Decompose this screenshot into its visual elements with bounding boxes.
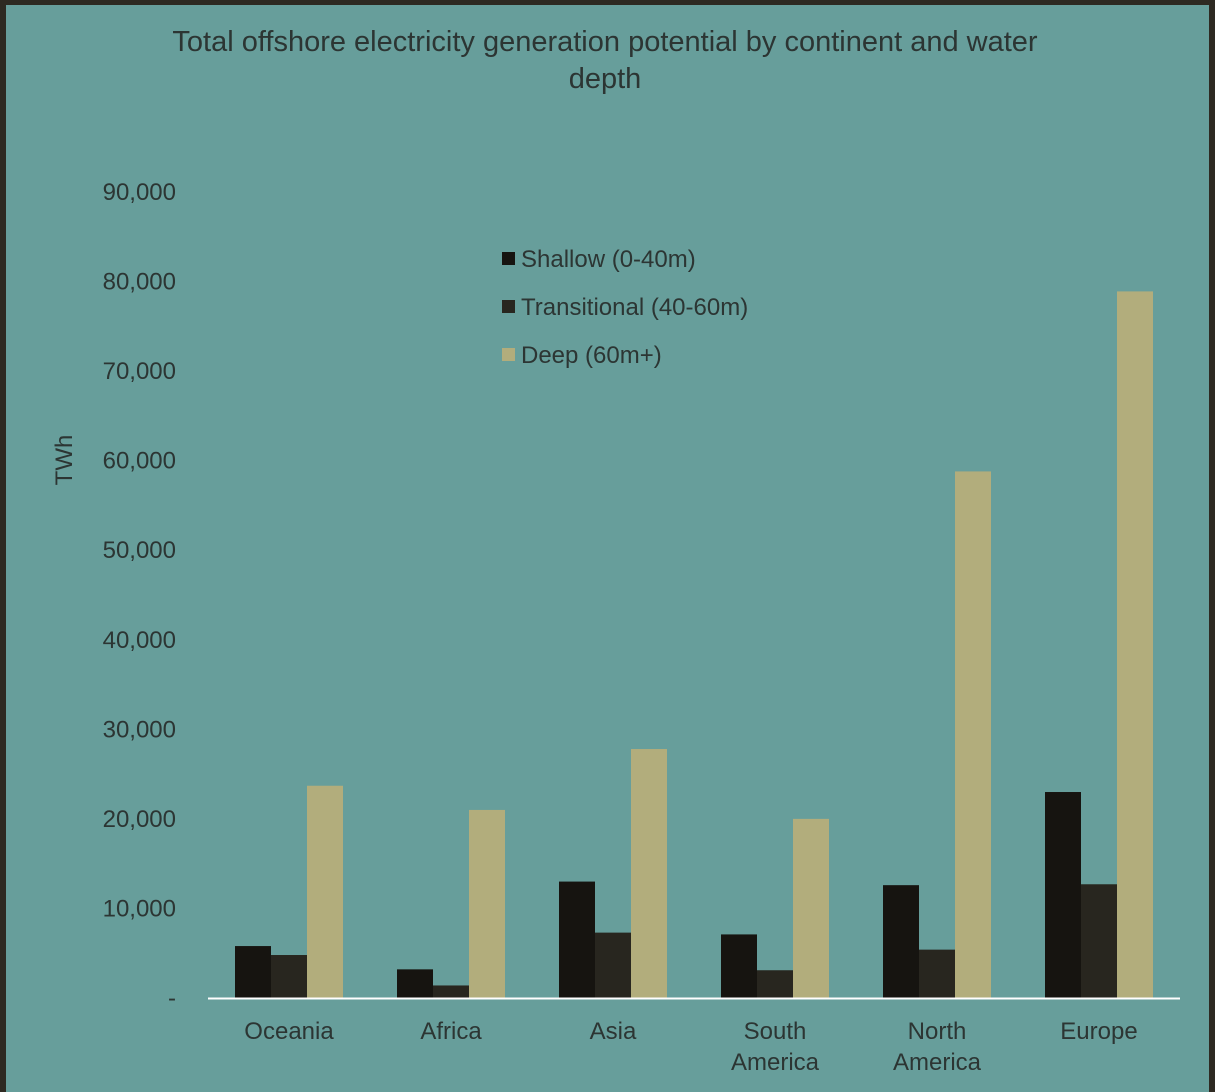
legend-swatch — [502, 348, 515, 361]
y-tick-label: - — [168, 985, 176, 1012]
y-tick-label: 80,000 — [103, 269, 176, 296]
bar-transitional — [433, 985, 469, 998]
bar-deep — [469, 809, 505, 998]
x-category-label: America — [893, 1049, 982, 1076]
y-tick-label: 10,000 — [103, 895, 176, 922]
bar-deep — [307, 785, 343, 998]
legend-label: Deep (60m+) — [521, 342, 662, 369]
y-tick-label: 30,000 — [103, 716, 176, 743]
legend-label: Shallow (0-40m) — [521, 246, 696, 273]
x-axis-categories: Oceania Africa Asia South America North Americ… — [244, 1018, 1137, 1076]
y-axis-label: TWh — [51, 435, 78, 486]
bar-shallow — [559, 881, 595, 998]
y-axis-ticks: - 10,000 20,000 30,000 40,000 50,000 60,000 70,… — [103, 179, 176, 1012]
bar-shallow — [883, 885, 919, 998]
bar-transitional — [1081, 884, 1117, 998]
x-category-label: America — [731, 1049, 820, 1076]
legend-label: Transitional (40-60m) — [521, 294, 748, 321]
y-tick-label: 40,000 — [103, 627, 176, 654]
legend-swatch — [502, 252, 515, 265]
bar-transitional — [919, 949, 955, 998]
bar-transitional — [757, 970, 793, 998]
bar-deep — [631, 749, 667, 998]
x-category-label: South — [744, 1018, 807, 1045]
x-category-label: Asia — [590, 1018, 637, 1045]
bar-deep — [955, 471, 991, 998]
bars — [235, 291, 1153, 998]
x-category-label: Oceania — [244, 1018, 334, 1045]
bar-deep — [793, 818, 829, 998]
bar-transitional — [595, 932, 631, 998]
bar-shallow — [397, 969, 433, 998]
y-tick-label: 70,000 — [103, 358, 176, 385]
legend: Shallow (0-40m) Transitional (40-60m) Deep… — [502, 246, 748, 369]
x-category-label: Africa — [420, 1018, 482, 1045]
legend-swatch — [502, 300, 515, 313]
bar-shallow — [721, 934, 757, 998]
y-tick-label: 20,000 — [103, 806, 176, 833]
bar-deep — [1117, 291, 1153, 998]
chart-title: Total offshore electricity generation po… — [172, 26, 1038, 95]
y-tick-label: 50,000 — [103, 537, 176, 564]
bar-shallow — [235, 946, 271, 998]
bar-transitional — [271, 955, 307, 998]
bar-shallow — [1045, 792, 1081, 998]
y-tick-label: 60,000 — [103, 448, 176, 475]
y-tick-label: 90,000 — [103, 179, 176, 206]
x-category-label: Europe — [1060, 1018, 1137, 1045]
chart-panel — [6, 5, 1209, 1092]
x-category-label: North — [908, 1018, 967, 1045]
